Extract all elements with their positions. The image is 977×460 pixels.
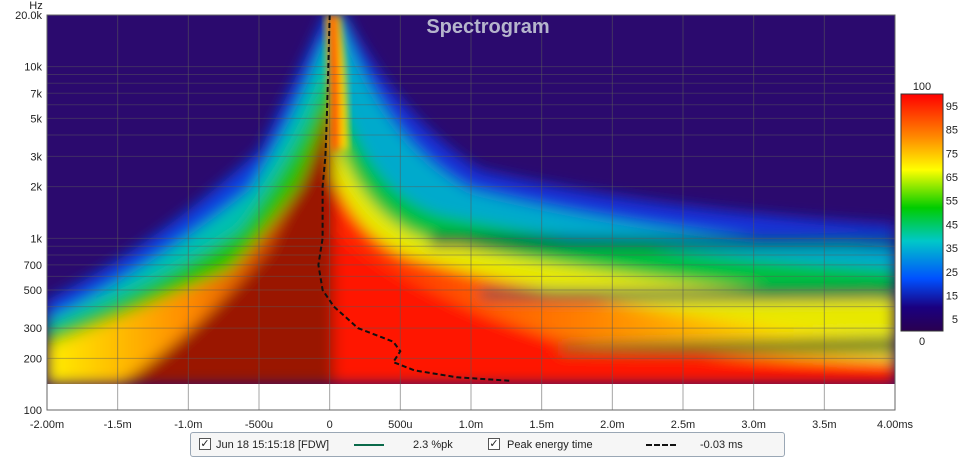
legend-swatch-series-1 [354,444,384,446]
legend-label-peak-energy: Peak energy time [507,439,593,451]
y-tick-label-4: 700 [24,260,42,272]
colorbar-tick-label-6: 35 [946,243,958,255]
y-axis: 100 200 300 500 700 1k 2k 3k 5k 7k 10k 20.0k [15,10,42,417]
y-tick-label-5: 1k [30,233,42,245]
legend-checkbox-series-1[interactable]: ✓ [199,438,211,450]
y-tick-label-9: 7k [30,88,42,100]
x-tick-label-4: 0 [327,419,333,431]
y-tick-label-2: 300 [24,323,42,335]
x-tick-label-1: -1.5m [104,419,132,431]
legend-checkbox-peak-energy[interactable]: ✓ [488,438,500,450]
colorbar-tick-label-7: 25 [946,267,958,279]
x-tick-label-11: 3.5m [812,419,836,431]
y-tick-label-1: 200 [24,353,42,365]
peak-energy-time-curve [317,14,511,382]
y-tick-label-6: 2k [30,182,42,194]
x-tick-label-2: -1.0m [174,419,202,431]
spectrogram-chart: Spectrogram -2.00m -1.5m -1.0m -500u 0 500u 1.… [15,0,958,431]
legend-value-series-1: 2.3 %pk [413,439,453,451]
colorbar-tick-label-4: 55 [946,196,958,208]
y-tick-label-3: 500 [24,285,42,297]
colorbar-min-label: 0 [919,336,925,348]
x-tick-label-10: 3.0m [741,419,765,431]
legend-label-series-1: Jun 18 15:15:18 [FDW] [216,439,330,451]
colorbar-tick-label-9: 5 [952,314,958,326]
y-tick-label-0: 100 [24,405,42,417]
plot-frame [46,14,896,411]
colorbar-tick-label-2: 75 [946,148,958,160]
y-tick-label-10: 10k [24,62,42,74]
y-tick-label-8: 5k [30,113,42,125]
legend-value-peak-energy: -0.03 ms [700,439,743,451]
legend-swatch-peak-energy [646,444,676,446]
y-tick-label-11: 20.0k [15,10,42,22]
x-tick-label-8: 2.0m [600,419,624,431]
chart-title: Spectrogram [426,16,549,38]
x-tick-label-0: -2.00m [30,419,64,431]
colorbar-gradient [900,93,944,332]
y-tick-label-7: 3k [30,151,42,163]
x-tick-label-6: 1.0m [459,419,483,431]
x-tick-label-3: -500u [245,419,273,431]
colorbar-max-label: 100 [913,81,931,93]
legend: ✓ Jun 18 15:15:18 [FDW] 2.3 %pk ✓ Peak e… [190,432,785,457]
colorbar-tick-label-0: 95 [946,101,958,113]
y-unit-label: Hz [29,0,42,12]
x-axis: -2.00m -1.5m -1.0m -500u 0 500u 1.0m 1.5m 2.0m 2.… [30,419,914,431]
colorbar-tick-label-3: 65 [946,172,958,184]
x-tick-label-9: 2.5m [671,419,695,431]
x-tick-label-12: 4.00ms [877,419,914,431]
colorbar-tick-label-1: 85 [946,125,958,137]
x-tick-label-5: 500u [388,419,412,431]
colorbar-tick-label-8: 15 [946,290,958,302]
colorbar-tick-label-5: 45 [946,219,958,231]
colorbar: 100 0 95 85 75 65 55 45 35 25 15 5 [900,81,958,348]
x-tick-label-7: 1.5m [529,419,553,431]
